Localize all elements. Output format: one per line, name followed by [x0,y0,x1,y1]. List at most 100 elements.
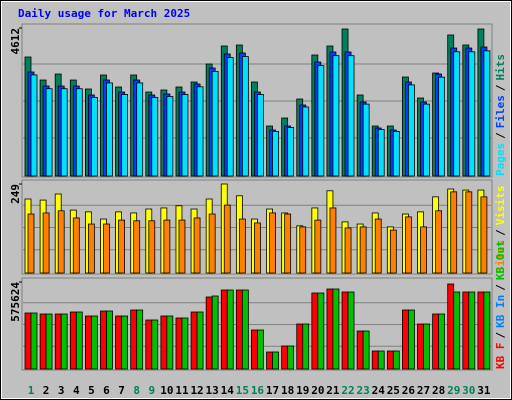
bar [462,291,470,370]
bar [386,350,394,370]
bar [196,311,204,370]
bar [302,323,310,370]
bar [299,226,307,274]
bar [211,295,219,370]
bar [151,319,159,370]
bar [329,207,337,274]
bar [193,217,201,274]
bar [130,309,138,370]
bar [90,315,98,370]
legend: KB F / KB In / KB Out [494,240,507,369]
bar [175,317,183,370]
bar [160,315,168,370]
bar [45,313,53,370]
bar [118,219,125,274]
bar [241,289,249,370]
legend-item: Files [494,95,507,128]
x-tick-label: 16 [251,384,265,397]
bar [60,88,68,177]
bar [75,311,83,370]
bar [287,345,295,370]
bar [181,317,189,370]
x-tick-label: 30 [462,384,475,397]
bar [447,283,455,370]
x-tick-label: 20 [311,384,324,397]
bar [408,84,415,177]
bar [220,289,228,370]
bar [27,213,35,274]
bar [374,218,382,274]
bar [103,223,110,274]
bar [30,74,38,177]
bar [208,213,216,274]
bar [377,129,385,177]
bar [377,350,385,370]
bar [450,191,458,274]
bar [163,219,171,274]
bar [166,96,174,177]
bar [468,291,476,370]
bar [266,351,273,370]
bar [257,329,264,370]
bar [311,292,319,370]
bar [45,88,53,177]
bar [166,315,174,370]
bar [402,309,409,370]
bar [453,291,461,370]
bar [148,220,156,274]
bar [408,309,415,370]
bar [190,311,198,370]
x-tick-label: 18 [281,384,294,397]
x-tick-label: 25 [387,384,400,397]
bar [480,196,488,274]
x-tick-label: 7 [118,384,125,397]
bar [145,319,153,370]
bar [272,351,279,370]
x-tick-label: 3 [58,384,65,397]
bar [257,94,264,177]
bar [362,103,370,177]
y-max-label: 4612 [9,28,22,55]
x-tick-label: 28 [432,384,445,397]
x-tick-label: 21 [326,384,340,397]
x-tick-label: 2 [43,384,50,397]
x-tick-label: 14 [221,384,235,397]
bar [317,65,325,177]
bar [405,216,412,274]
bar [420,226,427,274]
bar [347,55,355,177]
chart-title: Daily usage for March 2025 [18,7,190,20]
bar [287,127,295,177]
x-tick-label: 29 [447,384,460,397]
x-tick-label: 26 [402,384,416,397]
bar [347,291,355,370]
bar [251,329,258,370]
x-tick-label: 9 [148,384,155,397]
bar [69,311,77,370]
bar [392,130,400,177]
x-tick-label: 31 [477,384,491,397]
bar [438,76,446,177]
legend-separator: / [494,332,507,339]
bar [106,82,113,177]
legend: Sites / Visits [494,186,507,274]
bar [423,323,430,370]
bar [121,315,128,370]
bar [211,70,219,177]
bar [281,345,289,370]
bar [332,288,340,370]
bar [136,309,144,370]
bar [196,86,204,177]
bar [100,310,107,370]
bar [151,96,159,177]
y-max-label: 249 [9,184,22,204]
x-tick-label: 19 [296,384,309,397]
bar [453,51,461,177]
legend-item: Sites [494,240,507,273]
bar [314,219,322,274]
x-tick-label: 15 [236,384,249,397]
x-tick-label: 24 [372,384,386,397]
x-tick-label: 5 [88,384,95,397]
bar [30,312,38,370]
x-tick-label: 8 [133,384,140,397]
